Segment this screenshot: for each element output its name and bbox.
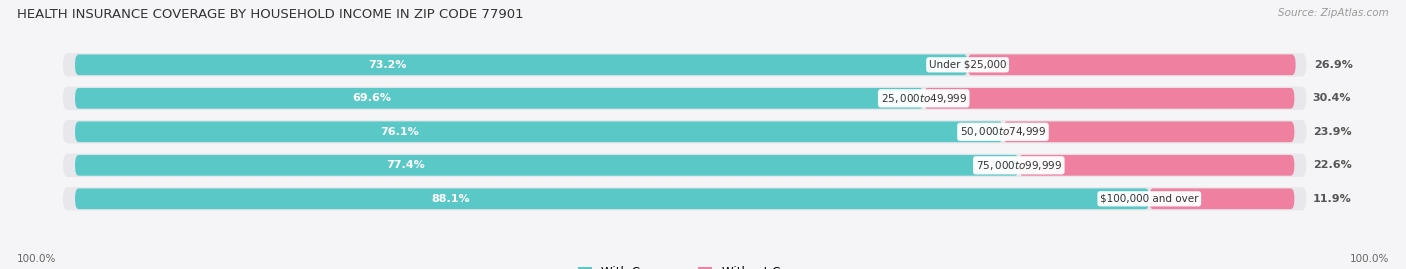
Text: 100.0%: 100.0% bbox=[17, 254, 56, 264]
Text: 11.9%: 11.9% bbox=[1313, 194, 1351, 204]
Text: $50,000 to $74,999: $50,000 to $74,999 bbox=[960, 125, 1046, 138]
FancyBboxPatch shape bbox=[63, 120, 1306, 144]
FancyBboxPatch shape bbox=[63, 187, 1306, 211]
Text: 77.4%: 77.4% bbox=[387, 160, 425, 170]
FancyBboxPatch shape bbox=[75, 88, 924, 109]
FancyBboxPatch shape bbox=[63, 154, 1306, 177]
FancyBboxPatch shape bbox=[75, 54, 967, 75]
Text: Source: ZipAtlas.com: Source: ZipAtlas.com bbox=[1278, 8, 1389, 18]
Text: HEALTH INSURANCE COVERAGE BY HOUSEHOLD INCOME IN ZIP CODE 77901: HEALTH INSURANCE COVERAGE BY HOUSEHOLD I… bbox=[17, 8, 523, 21]
Text: 69.6%: 69.6% bbox=[353, 93, 391, 103]
Text: 88.1%: 88.1% bbox=[432, 194, 471, 204]
FancyBboxPatch shape bbox=[1002, 121, 1295, 142]
FancyBboxPatch shape bbox=[1149, 188, 1295, 209]
Text: 26.9%: 26.9% bbox=[1313, 60, 1353, 70]
FancyBboxPatch shape bbox=[924, 88, 1295, 109]
Text: $25,000 to $49,999: $25,000 to $49,999 bbox=[880, 92, 967, 105]
FancyBboxPatch shape bbox=[63, 53, 1306, 77]
Text: 73.2%: 73.2% bbox=[368, 60, 406, 70]
Text: $75,000 to $99,999: $75,000 to $99,999 bbox=[976, 159, 1062, 172]
FancyBboxPatch shape bbox=[75, 188, 1149, 209]
Text: $100,000 and over: $100,000 and over bbox=[1099, 194, 1198, 204]
FancyBboxPatch shape bbox=[967, 54, 1295, 75]
FancyBboxPatch shape bbox=[75, 155, 1019, 176]
Text: 23.9%: 23.9% bbox=[1313, 127, 1351, 137]
Text: 76.1%: 76.1% bbox=[381, 127, 419, 137]
Text: 30.4%: 30.4% bbox=[1313, 93, 1351, 103]
FancyBboxPatch shape bbox=[63, 87, 1306, 110]
Legend: With Coverage, Without Coverage: With Coverage, Without Coverage bbox=[574, 262, 832, 269]
Text: 22.6%: 22.6% bbox=[1313, 160, 1351, 170]
FancyBboxPatch shape bbox=[1019, 155, 1295, 176]
FancyBboxPatch shape bbox=[75, 121, 1002, 142]
Text: Under $25,000: Under $25,000 bbox=[929, 60, 1007, 70]
Text: 100.0%: 100.0% bbox=[1350, 254, 1389, 264]
